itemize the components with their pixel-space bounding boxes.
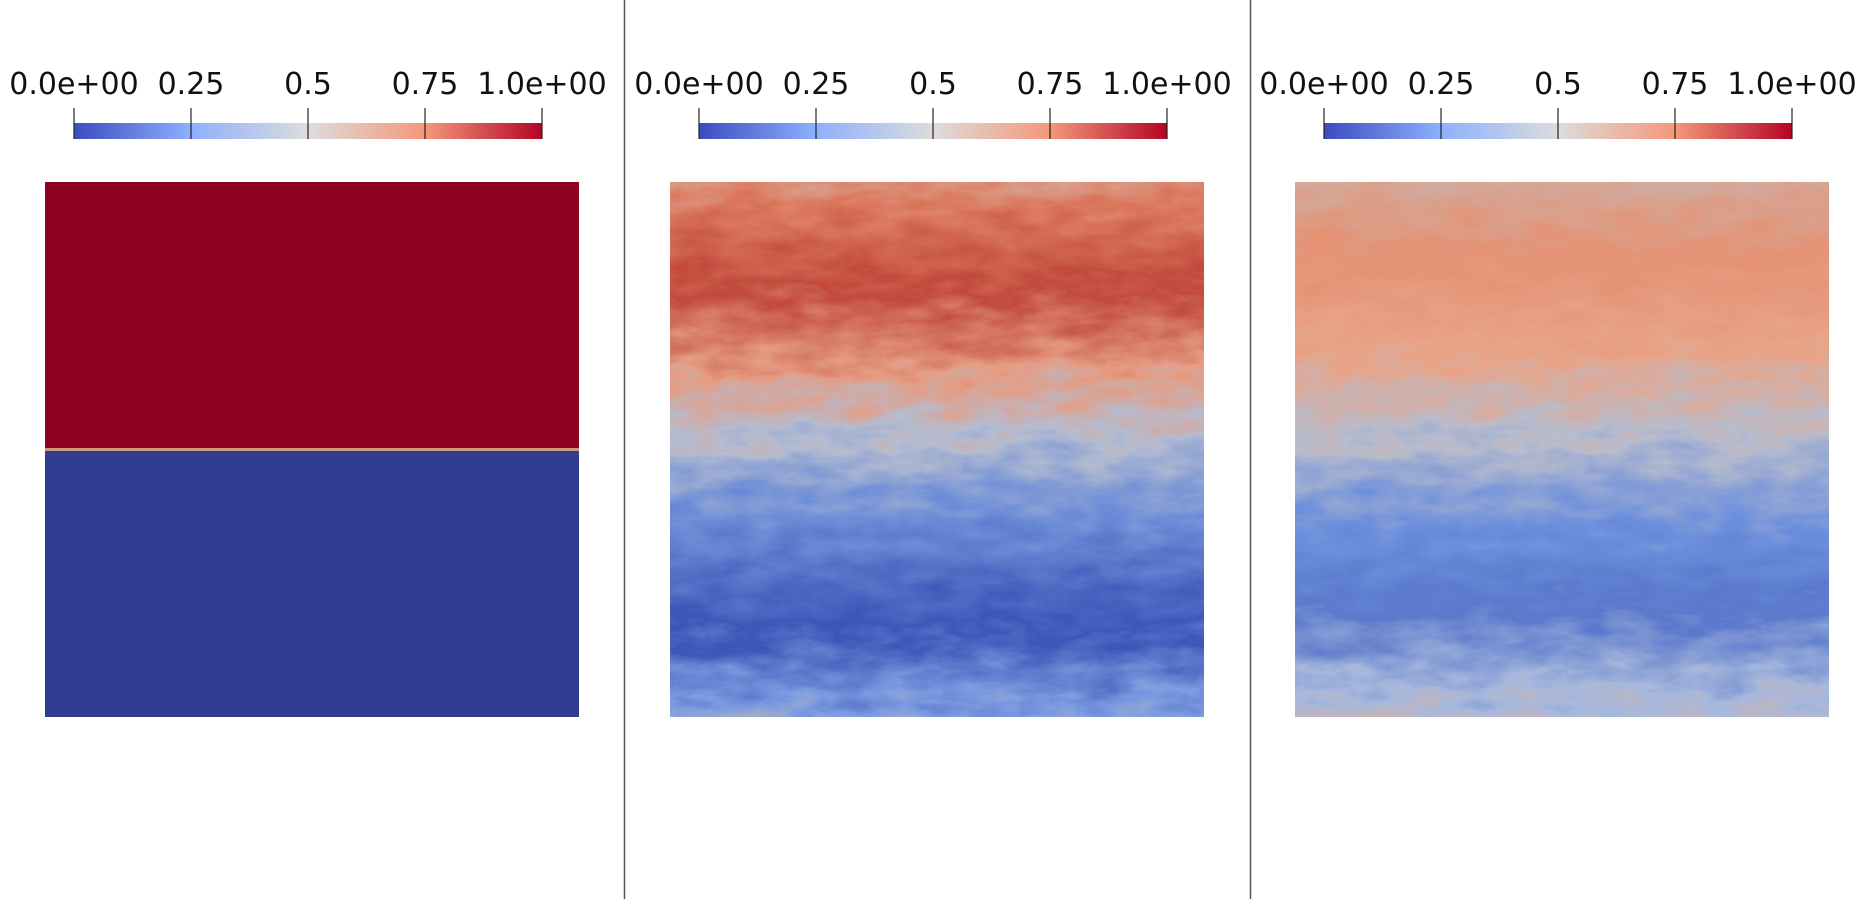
tick-label: 0.75 [1642,67,1709,102]
tick-label: 0.75 [1017,67,1084,102]
color-legend: 0.0e+00 0.25 0.5 0.75 1.0e+00 [634,67,1232,139]
tick-label: 0.25 [158,67,225,102]
field-view [670,182,1204,717]
tick-label: 0.0e+00 [9,67,138,102]
tick-label: 0.75 [392,67,459,102]
color-legend: 0.0e+00 0.25 0.5 0.75 1.0e+00 [1259,67,1857,139]
tick-label: 0.25 [1408,67,1475,102]
color-legend: 0.0e+00 0.25 0.5 0.75 1.0e+00 [9,67,607,139]
tick-label: 0.0e+00 [1259,67,1388,102]
tick-label: 0.5 [284,67,332,102]
tick-label: 0.5 [909,67,957,102]
tick-label: 0.0e+00 [634,67,763,102]
field-view [45,182,579,717]
field-view [1295,182,1829,717]
tick-label: 1.0e+00 [477,67,606,102]
tick-label: 1.0e+00 [1727,67,1856,102]
tick-label: 0.25 [783,67,850,102]
tick-label: 1.0e+00 [1102,67,1231,102]
tick-label: 0.5 [1534,67,1582,102]
